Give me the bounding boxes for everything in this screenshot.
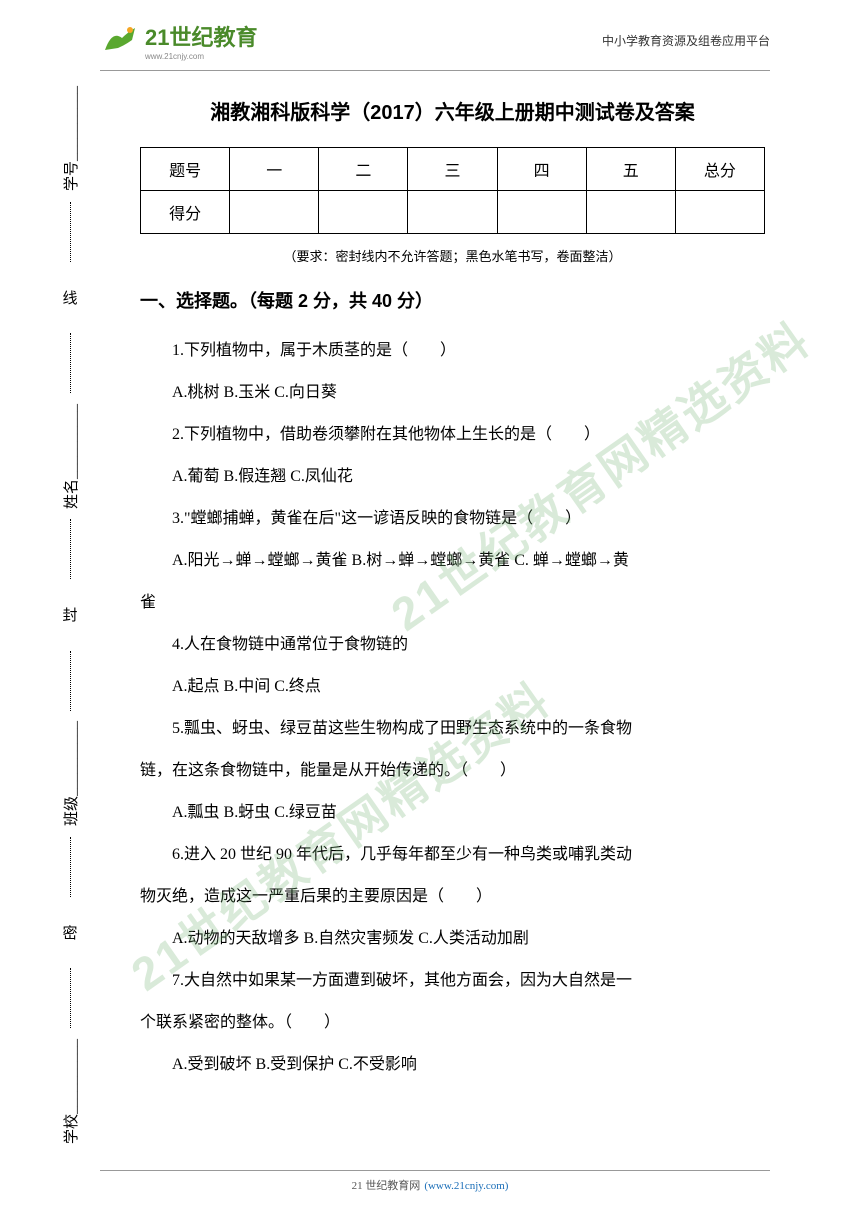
- question-options: A.受到破坏 B.受到保护 C.不受影响: [140, 1045, 765, 1085]
- question-text: 1.下列植物中，属于木质茎的是（ ）: [140, 331, 765, 371]
- header-right-text: 中小学教育资源及组卷应用平台: [602, 32, 770, 49]
- exam-title: 湘教湘科版科学（2017）六年级上册期中测试卷及答案: [140, 96, 765, 125]
- table-cell: 得分: [141, 191, 230, 234]
- question-text: 个联系紧密的整体。（ ）: [140, 1003, 765, 1043]
- table-cell: [586, 191, 675, 234]
- question-text: 3."螳螂捕蝉，黄雀在后"这一谚语反映的食物链是（ ）: [140, 499, 765, 539]
- footer-text: 21 世纪教育网: [352, 1180, 421, 1192]
- table-cell: 总分: [675, 148, 764, 191]
- question-options: A.动物的天敌增多 B.自然灾害频发 C.人类活动加剧: [140, 919, 765, 959]
- score-table: 题号 一 二 三 四 五 总分 得分: [140, 147, 765, 234]
- table-cell: 一: [230, 148, 319, 191]
- question-text: 4.人在食物链中通常位于食物链的: [140, 625, 765, 665]
- section-title: 一、选择题。（每题 2 分，共 40 分）: [140, 287, 765, 313]
- question-options: A.桃树 B.玉米 C.向日葵: [140, 373, 765, 413]
- table-cell: [230, 191, 319, 234]
- footer-link: (www.21cnjy.com): [424, 1180, 508, 1192]
- table-cell: [319, 191, 408, 234]
- table-score-row: 得分: [141, 191, 765, 234]
- question-options: A.瓢虫 B.蚜虫 C.绿豆苗: [140, 793, 765, 833]
- table-cell: [497, 191, 586, 234]
- table-cell: 题号: [141, 148, 230, 191]
- table-cell: [675, 191, 764, 234]
- question-text: 雀: [140, 583, 765, 623]
- logo-icon: [100, 20, 140, 60]
- table-header-row: 题号 一 二 三 四 五 总分: [141, 148, 765, 191]
- table-cell: [408, 191, 497, 234]
- question-text: 链，在这条食物链中，能量是从开始传递的。（ ）: [140, 751, 765, 791]
- logo-text: 21世纪教育: [145, 25, 257, 50]
- question-text: 2.下列植物中，借助卷须攀附在其他物体上生长的是（ ）: [140, 415, 765, 455]
- question-text: 7.大自然中如果某一方面遭到破坏，其他方面会，因为大自然是一: [140, 961, 765, 1001]
- table-cell: 三: [408, 148, 497, 191]
- instruction-text: （要求：密封线内不允许答题；黑色水笔书写，卷面整洁）: [140, 246, 765, 265]
- logo-text-block: 21世纪教育 www.21cnjy.com: [145, 20, 257, 61]
- table-cell: 四: [497, 148, 586, 191]
- question-text: 物灭绝，造成这一严重后果的主要原因是（ ）: [140, 877, 765, 917]
- footer-divider: [100, 1170, 770, 1171]
- table-cell: 五: [586, 148, 675, 191]
- question-options: A.阳光→蝉→螳螂→黄雀 B.树→蝉→螳螂→黄雀 C. 蝉→螳螂→黄: [140, 541, 765, 581]
- question-text: 5.瓢虫、蚜虫、绿豆苗这些生物构成了田野生态系统中的一条食物: [140, 709, 765, 749]
- logo: 21世纪教育 www.21cnjy.com: [100, 20, 257, 61]
- question-options: A.起点 B.中间 C.终点: [140, 667, 765, 707]
- logo-subtext: www.21cnjy.com: [145, 52, 257, 61]
- question-options: A.葡萄 B.假连翘 C.凤仙花: [140, 457, 765, 497]
- table-cell: 二: [319, 148, 408, 191]
- question-block: 1.下列植物中，属于木质茎的是（ ） A.桃树 B.玉米 C.向日葵 2.下列植…: [140, 331, 765, 1085]
- question-text: 6.进入 20 世纪 90 年代后，几乎每年都至少有一种鸟类或哺乳类动: [140, 835, 765, 875]
- page-header: 21世纪教育 www.21cnjy.com 中小学教育资源及组卷应用平台: [0, 0, 860, 70]
- content-area: 21世纪教育网精选资料 21世纪教育网精选资料 湘教湘科版科学（2017）六年级…: [0, 71, 860, 1085]
- page-footer: 21 世纪教育网 (www.21cnjy.com): [0, 1170, 860, 1194]
